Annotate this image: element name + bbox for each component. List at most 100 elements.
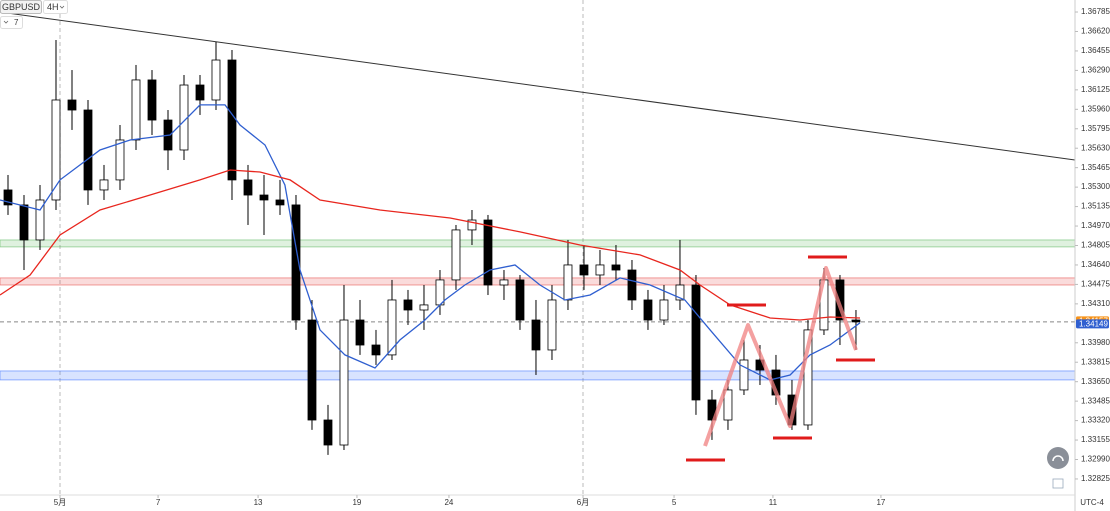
pattern-zigzag <box>703 266 858 447</box>
candle-body <box>291 204 301 321</box>
candle-body <box>547 299 557 351</box>
candle-body <box>371 344 381 356</box>
candle-body <box>355 319 365 346</box>
candle-body <box>851 319 861 323</box>
y-tick-label: 1.36620 <box>1081 27 1110 36</box>
x-tick-label: 7 <box>156 498 161 507</box>
indicator-count: 7 <box>14 18 19 27</box>
candle-body <box>243 179 253 196</box>
symbol-header: GBPUSD 4H 7 <box>0 0 68 29</box>
y-tick-label: 1.33155 <box>1081 435 1110 444</box>
x-tick-label: 17 <box>876 498 885 507</box>
chevron-icon <box>3 20 9 24</box>
candle-body <box>99 179 109 191</box>
price-zone <box>0 277 1076 286</box>
x-tick-label: 19 <box>352 498 361 507</box>
candle-body <box>563 264 573 301</box>
candle-body <box>275 199 285 206</box>
y-tick-label: 1.34640 <box>1081 260 1110 269</box>
candle-body <box>19 204 29 241</box>
indicator-box[interactable] <box>0 16 23 29</box>
price-zone <box>0 239 1076 248</box>
y-tick-label: 1.34970 <box>1081 221 1110 230</box>
candle-body <box>627 269 637 301</box>
candle-body <box>435 279 445 306</box>
y-tick-label: 1.36455 <box>1081 46 1110 55</box>
candle-body <box>211 59 221 101</box>
candle-body <box>499 279 509 286</box>
plot-area <box>0 0 1076 495</box>
y-tick-label: 1.35465 <box>1081 163 1110 172</box>
candle-body <box>307 319 317 421</box>
candle-body <box>67 99 77 111</box>
y-tick-label: 1.36290 <box>1081 66 1110 75</box>
candle-body <box>3 189 13 206</box>
trendline <box>0 11 1076 161</box>
y-tick-label: 1.33485 <box>1081 396 1110 405</box>
x-tick-label: 5 <box>672 498 677 507</box>
interval-box[interactable] <box>43 0 68 14</box>
candle-body <box>659 299 669 321</box>
moving-average-line <box>0 104 861 381</box>
symbol: GBPUSD <box>2 2 41 12</box>
symbol-box[interactable] <box>0 0 42 14</box>
candle-body <box>595 264 605 276</box>
replay-icon <box>1052 455 1064 462</box>
y-tick-label: 1.33815 <box>1081 357 1110 366</box>
candle-body <box>339 319 349 446</box>
x-tick-label: 6月 <box>577 498 589 507</box>
candle-body <box>803 329 813 426</box>
y-tick-label: 1.34310 <box>1081 299 1110 308</box>
y-tick-label: 1.36125 <box>1081 85 1110 94</box>
price-tag <box>1076 319 1109 329</box>
candle-body <box>51 99 61 201</box>
candle-body <box>579 264 589 276</box>
y-tick-label: 1.36785 <box>1081 7 1110 16</box>
candle-body <box>483 219 493 286</box>
x-tick-label: 11 <box>769 498 778 507</box>
candle-body <box>35 199 45 241</box>
chevron-icon <box>59 5 65 9</box>
candle-body <box>739 359 749 391</box>
candle-body <box>323 419 333 446</box>
y-tick-label: 1.34805 <box>1081 241 1110 250</box>
candle-body <box>115 139 125 181</box>
price-zone <box>0 370 1076 381</box>
candle-body <box>131 79 141 141</box>
x-tick-label: 13 <box>254 498 263 507</box>
candle-body <box>531 319 541 351</box>
candle-body <box>403 299 413 311</box>
candle-body <box>83 109 93 191</box>
y-tick-label: 1.35630 <box>1081 143 1110 152</box>
price-tag-label: 1.34149 <box>1079 319 1108 328</box>
replay-button[interactable] <box>1047 447 1069 469</box>
fullscreen-button[interactable] <box>1052 478 1064 489</box>
candle-body <box>467 219 477 231</box>
y-tick-label: 1.32990 <box>1081 455 1110 464</box>
candle-body <box>419 304 429 311</box>
y-tick-label: 1.33320 <box>1081 416 1110 425</box>
y-tick-label: 1.35135 <box>1081 202 1110 211</box>
timezone[interactable]: UTC-4 <box>1080 498 1104 507</box>
moving-average-line <box>0 169 861 321</box>
candle-body <box>515 279 525 321</box>
candle-body <box>451 229 461 281</box>
drawing-annotations <box>686 255 875 462</box>
candle-body <box>195 84 205 101</box>
x-tick-label: 24 <box>444 498 453 507</box>
candle-body <box>259 194 269 201</box>
candle-body <box>611 264 621 271</box>
candle-body <box>227 59 237 181</box>
candle-body <box>675 284 685 301</box>
y-tick-label: 1.35960 <box>1081 104 1110 113</box>
candle-body <box>147 79 157 121</box>
y-tick-label: 1.35300 <box>1081 182 1110 191</box>
y-tick-label: 1.33980 <box>1081 338 1110 347</box>
candle-body <box>387 299 397 356</box>
candle-body <box>643 299 653 321</box>
y-tick-label: 1.34475 <box>1081 280 1110 289</box>
x-tick-label: 5月 <box>54 498 66 507</box>
candle-body <box>723 389 733 421</box>
